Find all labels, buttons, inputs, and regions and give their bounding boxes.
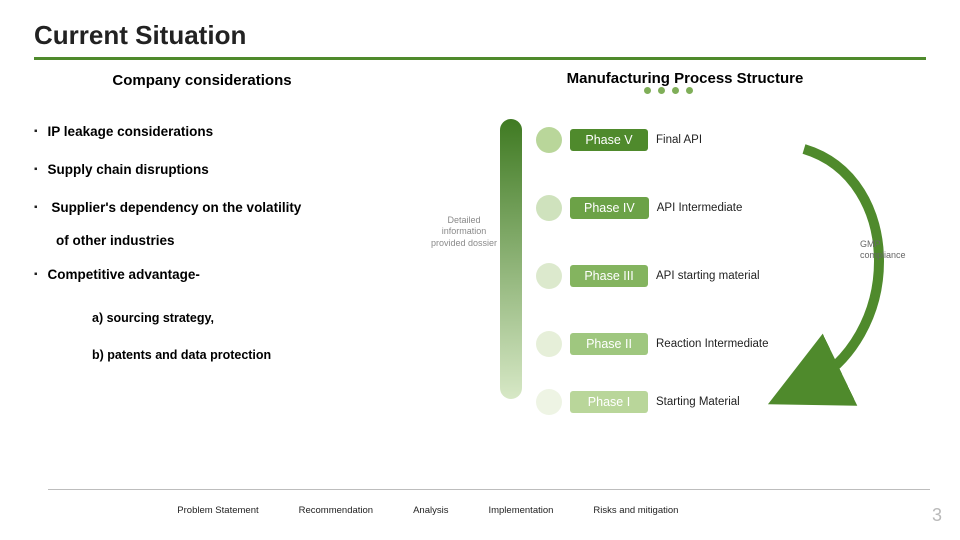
subitem: a) sourcing strategy,	[92, 300, 434, 338]
phase-row: Phase II Reaction Intermediate	[536, 331, 769, 357]
phase-dot-icon	[536, 263, 562, 289]
gmp-note: GMP compliance	[860, 239, 920, 262]
bullet-item: Supplier's dependency on the volatility …	[34, 189, 434, 256]
columns: Company considerations IP leakage consid…	[34, 70, 926, 419]
phase-label: API Intermediate	[657, 202, 743, 214]
phase-pill: Phase I	[570, 391, 648, 413]
nav-step[interactable]: Problem Statement	[159, 498, 280, 522]
phase-diagram: Detailed information provided dossier GM…	[444, 89, 914, 419]
right-column: Manufacturing Process Structure	[444, 70, 926, 419]
bullet-item: Supply chain disruptions	[34, 151, 434, 189]
nav-step-label: Recommendation	[299, 505, 373, 516]
nav-step[interactable]: Current Situation	[48, 498, 159, 522]
subitem: b) patents and data protection	[92, 337, 434, 375]
phase-pill: Phase III	[570, 265, 648, 287]
nav-step-label: Implementation	[488, 505, 553, 516]
left-column: Company considerations IP leakage consid…	[34, 70, 434, 419]
subitem-list: a) sourcing strategy, b) patents and dat…	[92, 300, 434, 375]
phase-label: Starting Material	[656, 396, 740, 408]
bullet-list: IP leakage considerations Supply chain d…	[34, 113, 434, 294]
divider	[48, 489, 930, 490]
bottom-bar: Current Situation Problem Statement Recomm…	[48, 489, 930, 522]
phase-pill: Phase V	[570, 129, 648, 151]
bullet-text: Supplier's dependency on the volatility	[51, 200, 301, 215]
nav-step-label: Current Situation	[66, 505, 137, 516]
phase-row: Phase V Final API	[536, 127, 702, 153]
phase-label: Final API	[656, 134, 702, 146]
slide: Current Situation Company considerations…	[0, 0, 960, 540]
phase-row: Phase I Starting Material	[536, 389, 740, 415]
phase-pill: Phase II	[570, 333, 648, 355]
phase-dot-icon	[536, 389, 562, 415]
left-heading: Company considerations	[42, 72, 362, 89]
nav-step[interactable]: Risks and mitigation	[575, 498, 700, 522]
phase-dot-icon	[536, 127, 562, 153]
page-number: 3	[932, 505, 942, 526]
nav-step[interactable]: Recommendation	[281, 498, 395, 522]
bullet-wrap: of other industries	[56, 226, 434, 256]
phase-dot-icon	[536, 195, 562, 221]
nav-step-label: Analysis	[413, 505, 448, 516]
dossier-note: Detailed information provided dossier	[428, 215, 500, 249]
breadcrumb-nav: Current Situation Problem Statement Recomm…	[48, 498, 930, 522]
bullet-item: IP leakage considerations	[34, 113, 434, 151]
right-heading: Manufacturing Process Structure	[444, 70, 926, 87]
nav-step-label: Risks and mitigation	[593, 505, 678, 516]
phase-row: Phase IV API Intermediate	[536, 195, 742, 221]
nav-step[interactable]: Implementation	[470, 498, 575, 522]
nav-step[interactable]: Analysis	[395, 498, 470, 522]
phase-label: Reaction Intermediate	[656, 338, 769, 350]
phase-pill: Phase IV	[570, 197, 649, 219]
phase-label: API starting material	[656, 270, 760, 282]
nav-step-label: Problem Statement	[177, 505, 258, 516]
title-underline	[34, 57, 926, 60]
page-title: Current Situation	[34, 20, 926, 51]
bullet-item: Competitive advantage-	[34, 256, 434, 294]
phase-dot-icon	[536, 331, 562, 357]
phase-row: Phase III API starting material	[536, 263, 760, 289]
